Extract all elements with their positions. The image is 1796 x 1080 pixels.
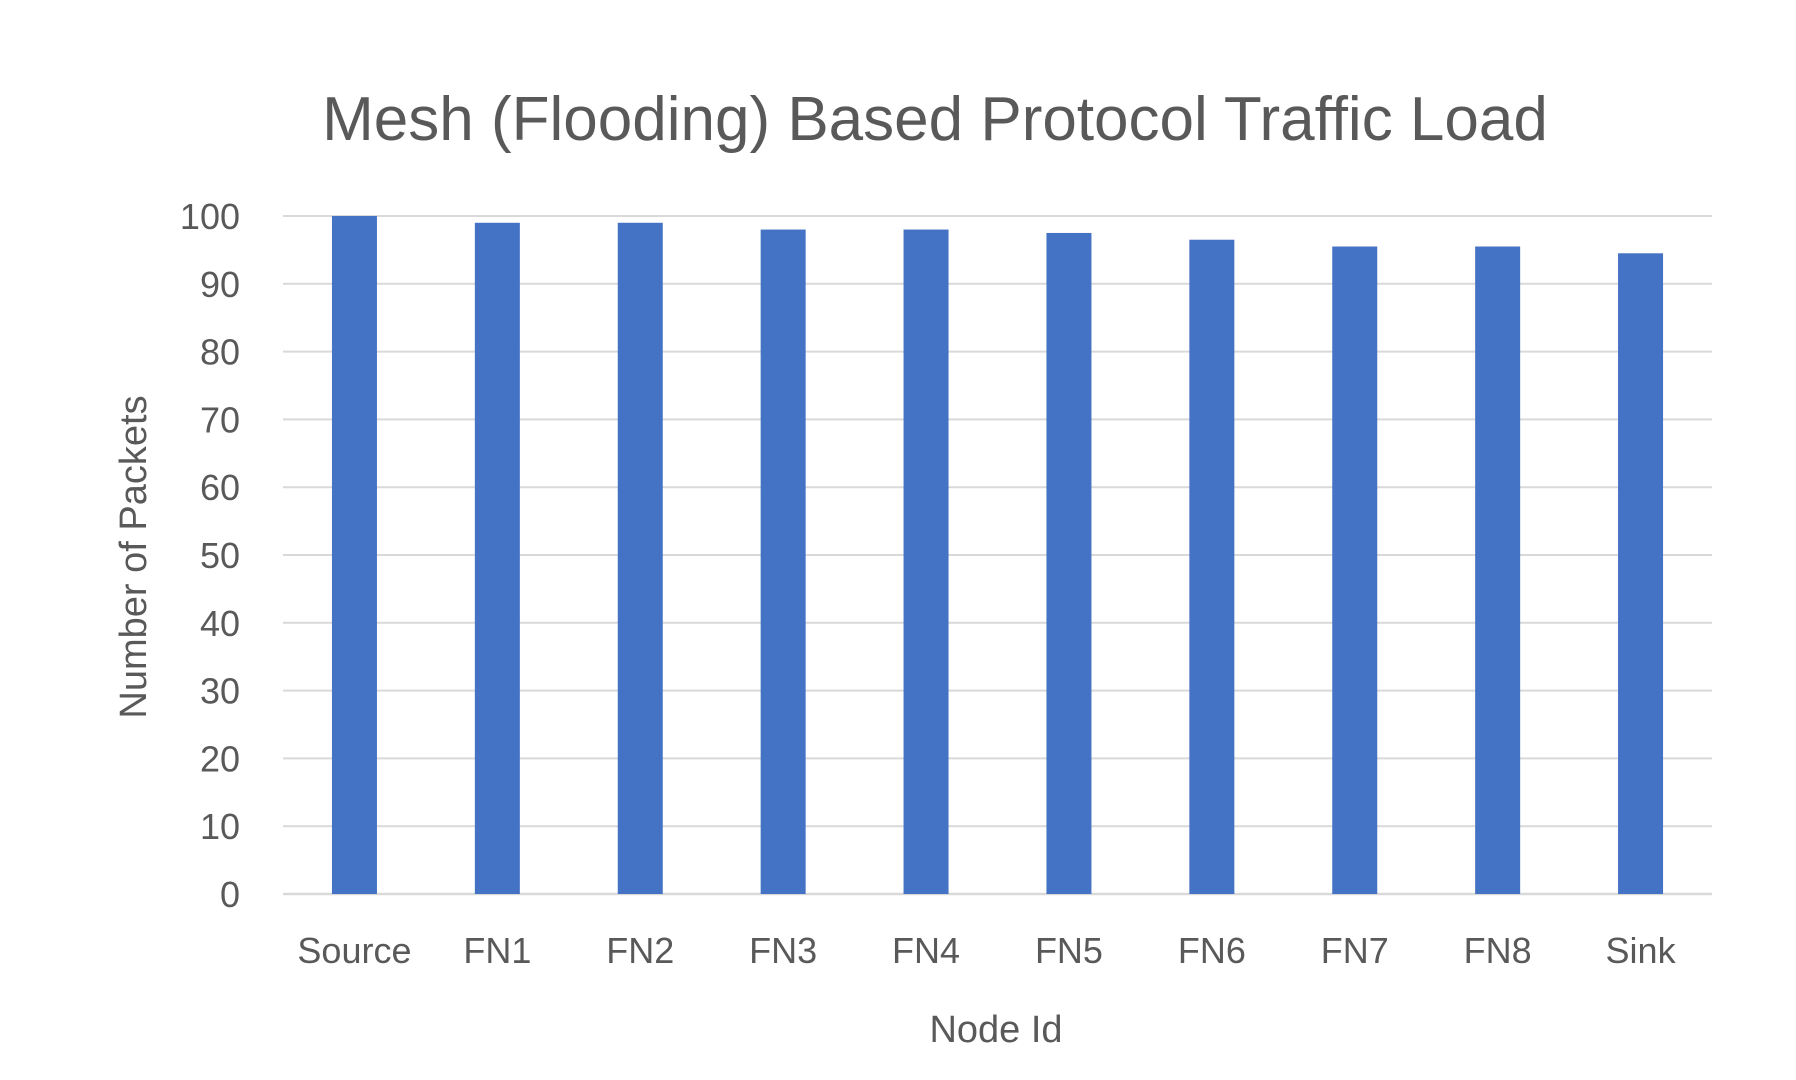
bar-fn4 bbox=[903, 229, 949, 894]
chart-title: Mesh (Flooding) Based Protocol Traffic L… bbox=[322, 85, 1548, 154]
y-tick-label-0: 0 bbox=[220, 874, 240, 915]
bar-fn8 bbox=[1475, 246, 1521, 894]
x-tick-labels: Source FN1 FN2 FN3 FN4 FN5 FN6 FN7 FN8 Sink bbox=[297, 930, 1676, 971]
x-tick-label-sink: Sink bbox=[1606, 930, 1677, 971]
bar-source bbox=[331, 216, 377, 894]
y-tick-label-90: 90 bbox=[200, 264, 240, 305]
y-tick-label-30: 30 bbox=[200, 671, 240, 712]
y-axis-title: Number of Packets bbox=[113, 395, 155, 718]
bar-fn1 bbox=[474, 222, 520, 894]
x-tick-label-fn8: FN8 bbox=[1464, 930, 1532, 971]
y-tick-label-80: 80 bbox=[200, 332, 240, 373]
x-axis-title: Node Id bbox=[929, 1009, 1062, 1051]
bar-fn5 bbox=[1046, 232, 1092, 894]
bars bbox=[331, 216, 1664, 895]
x-tick-label-fn3: FN3 bbox=[749, 930, 817, 971]
x-tick-label-fn1: FN1 bbox=[463, 930, 531, 971]
y-tick-label-60: 60 bbox=[200, 467, 240, 508]
bar-fn6 bbox=[1189, 239, 1235, 895]
y-tick-label-70: 70 bbox=[200, 399, 240, 440]
y-tick-label-40: 40 bbox=[200, 603, 240, 644]
x-tick-label-fn5: FN5 bbox=[1035, 930, 1103, 971]
y-tick-label-50: 50 bbox=[200, 535, 240, 576]
x-tick-label-fn6: FN6 bbox=[1178, 930, 1246, 971]
bar-fn7 bbox=[1332, 246, 1378, 894]
bar-fn3 bbox=[760, 229, 806, 894]
x-tick-label-fn7: FN7 bbox=[1321, 930, 1389, 971]
y-tick-labels: 0 10 20 30 40 50 60 70 80 90 100 bbox=[180, 196, 240, 915]
x-tick-label-fn4: FN4 bbox=[892, 930, 960, 971]
bar-sink bbox=[1618, 253, 1664, 895]
x-tick-label-source: Source bbox=[297, 930, 411, 971]
y-tick-label-10: 10 bbox=[200, 806, 240, 847]
x-tick-label-fn2: FN2 bbox=[606, 930, 674, 971]
y-tick-label-20: 20 bbox=[200, 738, 240, 779]
gridlines bbox=[283, 215, 1712, 896]
bar-fn2 bbox=[617, 222, 663, 894]
y-tick-label-100: 100 bbox=[180, 196, 240, 237]
